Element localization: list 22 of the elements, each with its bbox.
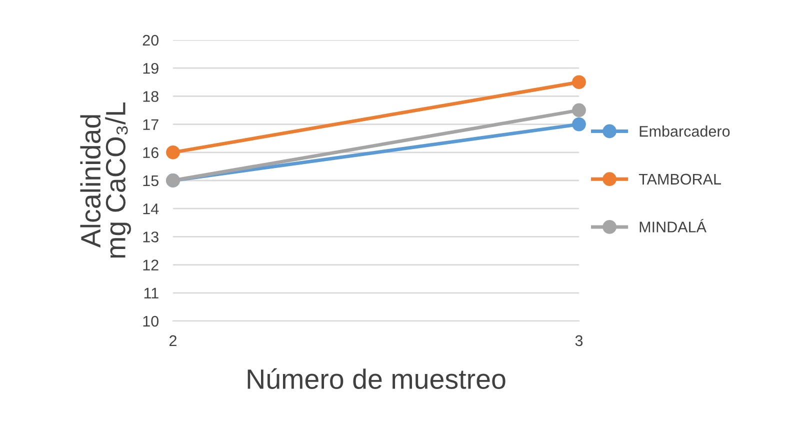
point [572,117,586,132]
y-tick-label: 16 [143,147,158,158]
y-tick-label: 15 [143,176,158,186]
y-tick-label: 18 [143,91,158,102]
y-tick-label: 19 [143,62,158,74]
point [572,103,586,118]
y-tick-label: 17 [143,119,158,130]
x-tick-label: 3 [575,335,583,346]
legend-label: TAMBORAL [638,174,721,185]
y-axis-title: Alcalinidad mg CaCO₃/L [80,102,132,258]
legend-label: MINDALÁ [640,219,706,232]
y-tick-label: 12 [143,260,158,270]
x-axis-title: Número de muestreo [248,368,506,389]
y-tick-label: 11 [144,288,158,298]
x-tick-label: 2 [170,335,176,346]
point [572,75,586,90]
point [166,145,180,160]
y-tick-label: 20 [142,34,159,46]
y-tick-label: 10 [143,316,159,327]
y-tick-label: 13 [143,232,158,242]
legend-label: Embarcadero [640,126,730,137]
y-tick-label: 14 [143,204,159,214]
